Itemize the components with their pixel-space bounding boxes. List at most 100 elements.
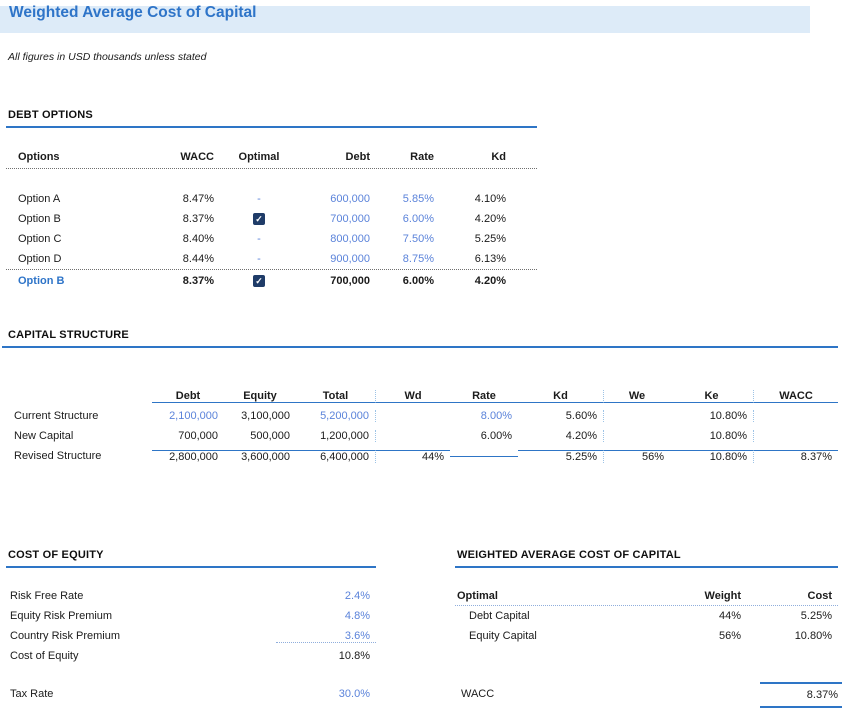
kd-value: 4.20%	[474, 213, 506, 225]
coe-row-value: 10.8%	[338, 650, 370, 662]
optimal-checkbox-icon[interactable]: ✓	[253, 275, 265, 288]
debt-amount[interactable]: 900,000	[330, 253, 370, 265]
kd-value: 5.25%	[474, 233, 506, 245]
cell-wacc: 8.37%	[754, 449, 838, 463]
col-header-optimal: Optimal	[457, 589, 498, 602]
debt-option-row: Option B 8.37% ✓ 700,000 6.00% 4.20%	[6, 209, 537, 229]
debt-options-heading: DEBT OPTIONS	[8, 109, 93, 121]
rate-value[interactable]: 8.75%	[402, 253, 434, 265]
capital-type-label: Equity Capital	[469, 630, 537, 642]
option-name: Option C	[18, 233, 62, 245]
wacc-summary-rule	[455, 566, 838, 568]
debt-amount[interactable]: 700,000	[330, 213, 370, 225]
wacc-value: 8.40%	[182, 233, 214, 245]
wacc-value: 8.47%	[182, 193, 214, 205]
coe-row-value[interactable]: 4.8%	[344, 610, 370, 622]
capital-structure-row: Current Structure 2,100,000 3,100,000 5,200…	[6, 406, 838, 426]
coe-row-value[interactable]: 2.4%	[344, 590, 370, 602]
col-header-wacc: WACC	[754, 390, 838, 403]
summary-wacc-value: 8.37%	[182, 275, 214, 287]
optimal-dash: -	[257, 193, 261, 205]
capital-structure-table: Debt Equity Total Wd Rate Kd We Ke WACC Current S…	[6, 387, 838, 466]
rate-value[interactable]: 7.50%	[402, 233, 434, 245]
structure-row-label: Current Structure	[14, 410, 99, 422]
cell-ke: 10.80%	[670, 410, 754, 422]
tax-rate-row: Tax Rate 30.0%	[6, 684, 376, 704]
debt-option-summary-row: Option B 8.37% ✓ 700,000 6.00% 4.20%	[6, 269, 537, 292]
cost-of-equity-table: Risk Free Rate 2.4% Equity Risk Premium 4.8…	[6, 586, 376, 666]
wacc-summary-row: Debt Capital 44% 5.25%	[455, 606, 838, 626]
selected-option-name: Option B	[18, 275, 65, 287]
tax-rate-value[interactable]: 30.0%	[338, 688, 370, 700]
cell-debt: 2,800,000	[152, 449, 224, 463]
wacc-summary-heading: WEIGHTED AVERAGE COST OF CAPITAL	[457, 549, 681, 561]
wacc-total-label: WACC	[461, 688, 495, 700]
capital-type-label: Debt Capital	[469, 610, 530, 622]
capital-structure-rule	[2, 346, 838, 348]
capital-structure-heading: CAPITAL STRUCTURE	[8, 329, 129, 341]
debt-amount[interactable]: 600,000	[330, 193, 370, 205]
cell-debt[interactable]: 2,100,000	[169, 410, 218, 422]
rate-value[interactable]: 6.00%	[402, 213, 434, 225]
col-header-rate: Rate	[410, 150, 434, 163]
cell-we: 56%	[604, 449, 670, 463]
col-header-debt: Debt	[152, 390, 224, 403]
option-name: Option B	[18, 213, 61, 225]
cell-ke: 10.80%	[670, 430, 754, 442]
cell-total[interactable]: 5,200,000	[296, 410, 376, 422]
optimal-dash: -	[257, 233, 261, 245]
page-title: Weighted Average Cost of Capital	[9, 4, 257, 21]
cost-of-equity-row: Risk Free Rate 2.4%	[6, 586, 376, 606]
cost-of-equity-row: Equity Risk Premium 4.8%	[6, 606, 376, 626]
cell-debt: 700,000	[178, 430, 218, 442]
col-header-ke: Ke	[670, 390, 754, 403]
coe-row-label: Cost of Equity	[10, 650, 79, 662]
cost-value: 5.25%	[800, 610, 832, 622]
optimal-dash: -	[257, 253, 261, 265]
cell-equity: 3,600,000	[224, 449, 296, 463]
optimal-cell: -	[220, 233, 298, 245]
optimal-checkbox-icon[interactable]: ✓	[253, 213, 265, 226]
option-name: Option A	[18, 193, 61, 205]
cost-value: 10.80%	[794, 630, 832, 642]
summary-rate-value: 6.00%	[402, 275, 434, 287]
capital-structure-row: New Capital 700,000 500,000 1,200,000 6.00% 4…	[6, 426, 838, 446]
cell-rate[interactable]: 8.00%	[480, 410, 512, 422]
wacc-value: 8.44%	[182, 253, 214, 265]
col-header-optimal: Optimal	[238, 150, 280, 163]
cell-ke: 10.80%	[670, 449, 754, 463]
structure-row-label: Revised Structure	[14, 450, 102, 462]
wacc-summary-header-row: Optimal Weight Cost	[455, 586, 838, 606]
capital-structure-row: Revised Structure 2,800,000 3,600,000 6,400…	[6, 446, 838, 466]
summary-optimal-cell[interactable]: ✓	[220, 275, 298, 288]
col-header-wacc: WACC	[180, 150, 214, 163]
kd-value: 6.13%	[474, 253, 506, 265]
debt-table-spacer	[6, 169, 537, 189]
cell-equity: 3,100,000	[241, 410, 290, 422]
col-header-equity: Equity	[224, 390, 296, 403]
cost-of-equity-rule	[6, 566, 376, 568]
rate-value[interactable]: 5.85%	[402, 193, 434, 205]
cell-total: 1,200,000	[296, 430, 376, 442]
cost-of-equity-row: Cost of Equity 10.8%	[6, 646, 376, 666]
col-header-debt: Debt	[345, 150, 370, 163]
kd-value: 4.10%	[474, 193, 506, 205]
capital-structure-header-row: Debt Equity Total Wd Rate Kd We Ke WACC	[6, 387, 838, 406]
coe-row-value[interactable]: 3.6%	[276, 630, 376, 643]
coe-row-label: Risk Free Rate	[10, 590, 84, 602]
cell-equity: 500,000	[250, 430, 290, 442]
coe-row-label: Country Risk Premium	[10, 630, 121, 642]
debt-amount[interactable]: 800,000	[330, 233, 370, 245]
wacc-value: 8.37%	[182, 213, 214, 225]
col-header-weight: Weight	[704, 589, 741, 602]
debt-option-row: Option C 8.40% - 800,000 7.50% 5.25%	[6, 229, 537, 249]
wacc-total-value: 8.37%	[760, 682, 842, 708]
col-header-options: Options	[18, 150, 60, 163]
optimal-cell[interactable]: ✓	[220, 213, 298, 226]
cell-rate: 6.00%	[480, 430, 512, 442]
wacc-summary-row: Equity Capital 56% 10.80%	[455, 626, 838, 646]
coe-row-label: Equity Risk Premium	[10, 610, 113, 622]
optimal-cell: -	[220, 193, 298, 205]
col-header-total: Total	[296, 390, 376, 403]
